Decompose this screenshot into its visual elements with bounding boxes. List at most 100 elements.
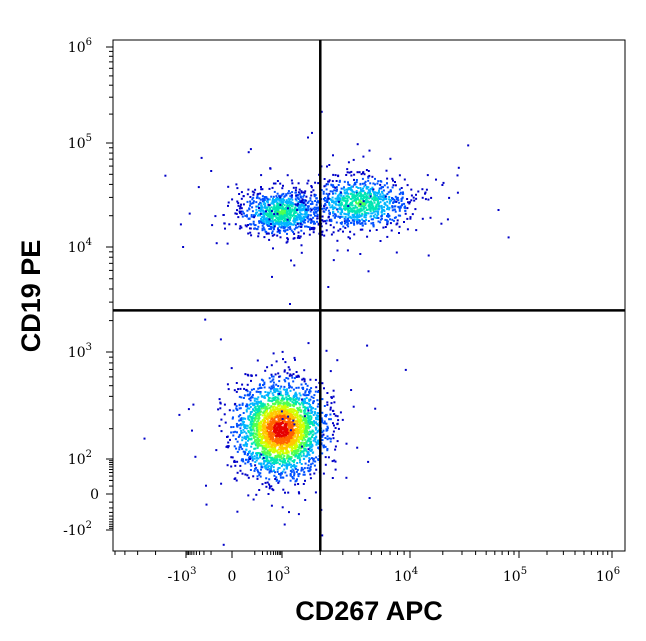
event-dot	[326, 427, 329, 430]
event-dot	[262, 222, 265, 225]
event-dot	[310, 421, 313, 423]
event-dot	[234, 402, 237, 405]
event-dot	[269, 380, 272, 383]
event-dot	[378, 189, 380, 192]
event-dot	[364, 206, 367, 209]
event-dot	[312, 414, 315, 416]
event-dot	[284, 210, 286, 212]
event-dot	[370, 200, 373, 203]
event-dot	[321, 439, 324, 442]
event-dot	[232, 426, 235, 428]
event-dot	[278, 380, 281, 383]
event-dot	[301, 386, 304, 389]
event-dot	[302, 483, 305, 485]
event-dot	[306, 467, 309, 469]
event-dot	[283, 420, 286, 423]
event-dot	[284, 229, 287, 232]
event-dot	[327, 197, 330, 200]
event-dot	[307, 464, 310, 467]
event-dot	[312, 396, 315, 399]
event-dot	[297, 432, 299, 435]
event-dot	[317, 423, 320, 426]
event-dot	[292, 373, 295, 376]
event-dot	[261, 229, 264, 232]
event-dot	[294, 452, 296, 454]
event-dot	[287, 377, 290, 380]
event-dot	[270, 436, 272, 439]
event-dot	[266, 455, 269, 458]
event-dot	[277, 229, 280, 232]
event-dot	[279, 402, 282, 405]
event-dot	[260, 186, 262, 188]
event-dot	[263, 404, 266, 407]
event-dot	[256, 437, 259, 440]
event-dot	[308, 233, 311, 236]
event-dot	[255, 459, 258, 462]
event-dot	[279, 390, 282, 393]
event-dot	[350, 185, 353, 188]
event-dot	[293, 464, 296, 467]
event-dot	[274, 373, 277, 376]
event-dot	[343, 212, 346, 215]
event-dot	[341, 203, 344, 206]
event-dot	[277, 394, 280, 397]
event-dot	[257, 418, 260, 421]
event-dot	[290, 470, 293, 473]
event-dot	[300, 431, 303, 434]
event-dot	[325, 222, 328, 225]
event-dot	[264, 428, 266, 430]
event-dot	[219, 401, 222, 404]
event-dot	[376, 191, 379, 194]
event-dot	[323, 185, 326, 188]
event-dot	[298, 492, 301, 495]
event-dot	[300, 199, 303, 202]
event-dot	[273, 233, 276, 236]
event-dot	[295, 395, 298, 398]
event-dot	[335, 189, 338, 192]
event-dot	[337, 204, 340, 207]
event-dot	[281, 470, 284, 473]
event-dot	[261, 227, 264, 230]
event-dot	[372, 196, 375, 199]
event-dot	[274, 420, 277, 423]
event-dot	[270, 211, 273, 214]
event-dot	[294, 395, 297, 398]
event-dot	[344, 213, 347, 216]
event-dot	[284, 415, 287, 418]
event-dot	[338, 179, 341, 182]
event-dot	[398, 174, 401, 177]
event-dot	[348, 210, 351, 213]
event-dot	[309, 207, 312, 210]
event-dot	[285, 444, 288, 447]
event-dot	[297, 191, 300, 194]
event-dot	[253, 436, 255, 439]
event-dot	[259, 429, 262, 432]
event-dot	[277, 405, 280, 408]
event-dot	[310, 463, 313, 466]
event-dot	[343, 205, 345, 208]
event-dot	[366, 344, 369, 347]
event-dot	[348, 188, 351, 191]
event-dot	[311, 444, 314, 447]
event-dot	[282, 217, 285, 220]
event-dot	[192, 403, 195, 406]
event-dot	[274, 399, 277, 402]
event-dot	[292, 422, 295, 425]
event-dot	[280, 422, 283, 425]
event-dot	[287, 491, 290, 494]
event-dot	[265, 232, 268, 235]
event-dot	[230, 456, 233, 459]
event-dot	[288, 204, 291, 207]
event-dot	[286, 455, 289, 458]
event-dot	[312, 222, 315, 225]
event-dot	[269, 462, 272, 465]
event-dot	[279, 423, 281, 426]
event-dot	[292, 413, 295, 416]
event-dot	[267, 223, 270, 226]
event-dot	[328, 204, 331, 207]
event-dot	[282, 221, 285, 224]
event-dot	[336, 198, 339, 200]
event-dot	[296, 420, 298, 423]
event-dot	[240, 432, 243, 434]
event-dot	[278, 437, 281, 440]
